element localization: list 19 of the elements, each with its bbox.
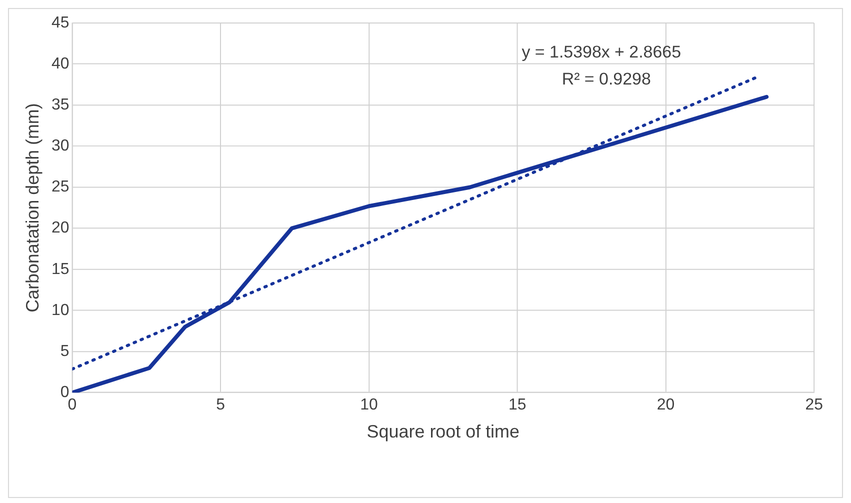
y-tick-label: 10 xyxy=(52,302,70,319)
annotation: R² = 0.9298 xyxy=(562,69,651,88)
y-tick-label: 30 xyxy=(52,138,70,155)
x-tick-label: 15 xyxy=(508,396,526,414)
y-axis-title: Carbonatation depth (mm) xyxy=(22,103,43,312)
y-tick-label: 15 xyxy=(52,260,70,278)
x-tick-label: 25 xyxy=(805,396,824,414)
y-tick-label: 35 xyxy=(52,96,70,114)
y-tick-label: 40 xyxy=(52,55,70,72)
annotation: y = 1.5398x + 2.8665 xyxy=(522,42,682,62)
x-axis-title: Square root of time xyxy=(366,421,520,442)
y-tick-label: 25 xyxy=(52,178,70,196)
x-tick-label: 5 xyxy=(216,396,226,414)
x-tick-label: 20 xyxy=(656,396,675,414)
y-tick-label: 45 xyxy=(52,14,70,32)
y-tick-label: 20 xyxy=(52,220,70,237)
y-tick-label: 0 xyxy=(60,384,70,402)
x-tick-label: 10 xyxy=(360,396,378,414)
y-tick-label: 5 xyxy=(60,342,70,360)
